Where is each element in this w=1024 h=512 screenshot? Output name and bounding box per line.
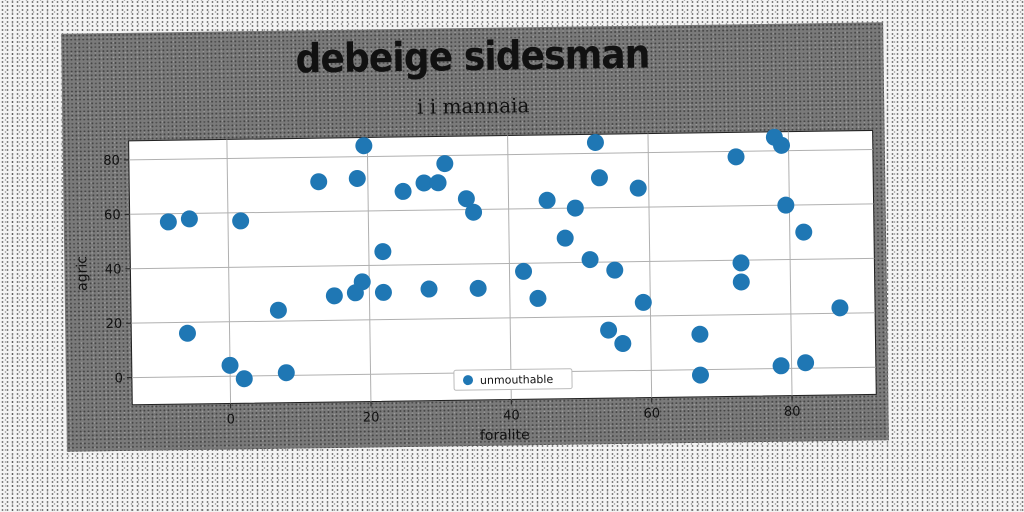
x-grid-line [787,131,793,396]
scatter-point [606,261,624,279]
scatter-point [436,155,454,173]
y-tick-label: 0 [115,371,123,386]
scatter-point [797,354,815,372]
scatter-point [178,324,196,342]
y-tick-label: 40 [105,262,122,277]
plot-area [128,129,877,406]
scatter-point [415,174,433,192]
scatter-point [353,273,371,291]
scatter-point [586,133,604,151]
scatter-point [556,229,574,247]
scatter-point [600,321,618,339]
scatter-point [777,196,795,214]
legend-box [453,368,573,391]
scatter-point [831,299,849,317]
scatter-point [420,280,438,298]
scatter-point [581,251,599,269]
scatter-point [732,254,750,272]
y-tick-label: 60 [104,208,121,223]
scatter-point [469,279,487,297]
scatter-point [691,325,709,343]
scatter-point [538,191,556,209]
x-tick-label: 20 [363,410,380,425]
scatter-point [180,210,198,228]
x-grid-line [647,133,653,398]
scatter-point [394,182,412,200]
scatter-point [614,335,632,353]
y-tick-label: 80 [103,154,120,169]
x-tick-label: 60 [644,406,661,421]
scatter-point [727,148,745,166]
x-tick-label: 80 [784,404,801,419]
scatter-point [772,357,790,375]
x-tick-label: 40 [503,408,520,423]
legend-entry-label: unmouthable [480,373,554,387]
data-points [159,128,849,388]
scatter-point [235,370,253,388]
legend-marker [462,375,473,386]
y-grid-line [129,203,874,215]
x-grid-line [366,137,372,402]
chart-figure: debeige sidesman i i mannaia 0 20 40 60 80 0 2… [61,22,889,452]
scatter-point [515,262,533,280]
x-grid-line [507,135,512,400]
scatter-point [348,169,366,187]
scatter-point [374,243,392,261]
x-tick-label: 0 [227,412,235,427]
scatter-point [232,212,250,230]
scatter-point [325,287,343,305]
scatter-point [732,273,750,291]
scatter-plot: 0 20 40 60 80 0 20 40 60 80 foralite agric unmout… [74,128,877,444]
scatter-point [773,136,791,154]
legend: unmouthable [453,368,573,391]
scatter-point [465,203,483,221]
axis-ticks: 0 20 40 60 80 0 20 40 60 80 [103,154,801,428]
scatter-point [691,366,709,384]
scatter-point [277,364,295,382]
x-axis-label: foralite [480,427,530,444]
scatter-point [429,174,447,192]
scatter-point [221,356,239,374]
scatter-point [590,169,608,187]
scatter-point [159,213,177,231]
scatter-point [634,293,652,311]
scatter-point [795,223,813,241]
scatter-point [629,179,647,197]
scatter-point [355,137,373,155]
scatter-point [310,173,328,191]
scatter-point [566,199,584,217]
scatter-point [269,301,287,319]
y-grid-line [131,312,876,324]
y-tick-label: 20 [106,317,123,332]
scatter-point [374,283,392,301]
y-grid-line [130,257,875,270]
scatter-point [529,289,547,307]
y-grid-line [128,148,873,161]
scatter-point [457,190,475,208]
y-axis-label: agric [74,256,90,291]
